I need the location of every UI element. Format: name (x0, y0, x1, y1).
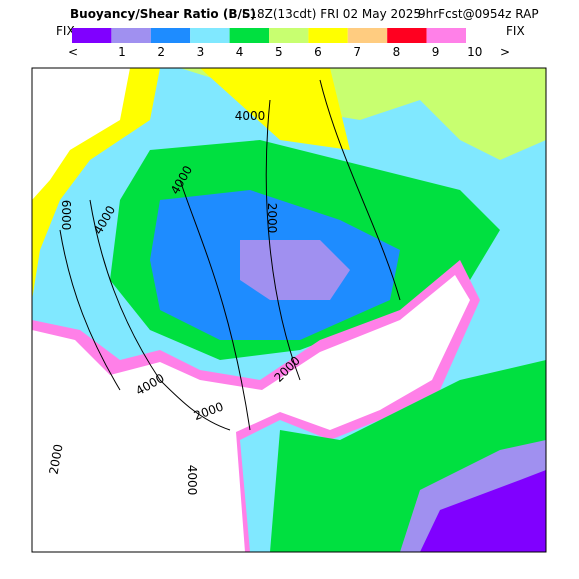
contour (319, 79, 401, 301)
legend-swatch (229, 28, 269, 43)
legend-high: > (500, 45, 510, 59)
legend-tick: 4 (236, 45, 244, 59)
legend-tick: 9 (432, 45, 440, 59)
contour-label: 4000 (235, 109, 266, 123)
legend-tick: 10 (467, 45, 482, 59)
map-frame (31, 67, 547, 553)
legend-tick: 3 (197, 45, 205, 59)
forecast: 9hrFcst@0954z RAP (418, 7, 539, 21)
field (32, 68, 130, 200)
legend-swatch (72, 28, 112, 43)
legend-tick: 7 (353, 45, 361, 59)
legend-swatch (426, 28, 466, 43)
legend-left: FIX (56, 24, 75, 38)
legend-tick: 5 (275, 45, 283, 59)
legend-low: < (68, 45, 78, 59)
legend-swatch (190, 28, 230, 43)
field (32, 275, 470, 552)
contour (265, 99, 301, 381)
legend-tick: 8 (393, 45, 401, 59)
field (420, 470, 546, 552)
field (200, 68, 350, 150)
legend-swatch (347, 28, 388, 43)
contour-label: 6000 (59, 200, 73, 231)
legend-tick: 6 (314, 45, 322, 59)
field (240, 240, 350, 300)
legend-swatch (269, 28, 309, 43)
contour-label: 2000 (265, 203, 279, 234)
legend-tick: 1 (118, 45, 126, 59)
contour (179, 179, 251, 431)
contour (59, 229, 121, 391)
contour-label: 4000 (185, 465, 199, 496)
legend-swatch (387, 28, 427, 43)
legend-swatch (308, 28, 348, 43)
legend-tick: 2 (157, 45, 165, 59)
legend: 1 2 3 4 5 6 7 8 9 10 (72, 28, 482, 59)
contour (89, 199, 231, 431)
valid-time: I 18Z(13cdt) FRI 02 May 2025 (242, 7, 421, 21)
title: Buoyancy/Shear Ratio (B/S) (70, 7, 256, 21)
contour-label: 2000 (47, 443, 66, 476)
legend-swatch (111, 28, 151, 43)
legend-right: FIX (506, 24, 525, 38)
legend-swatch (150, 28, 191, 43)
